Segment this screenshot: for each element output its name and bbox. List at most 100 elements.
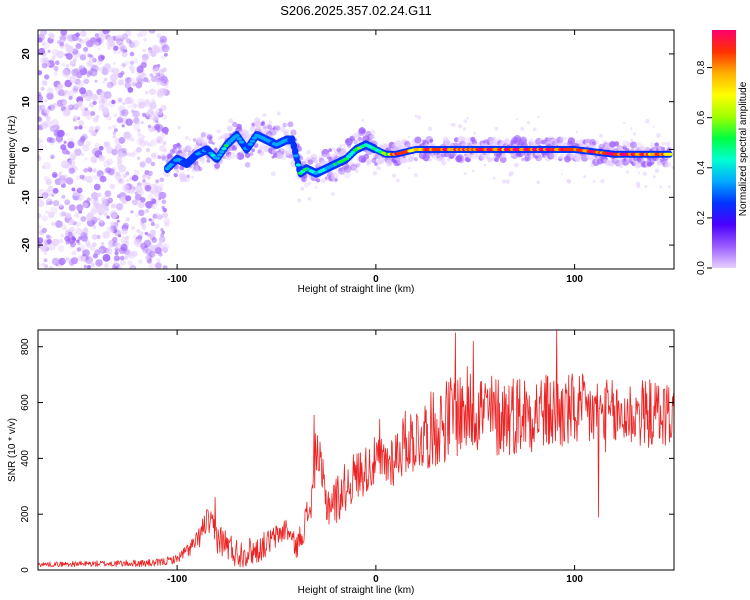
scatter-blob xyxy=(652,125,655,128)
noise-blob xyxy=(102,80,106,84)
noise-blob xyxy=(66,64,70,68)
scatter-blob xyxy=(630,138,634,142)
track-halo xyxy=(494,157,499,163)
noise-blob xyxy=(124,30,132,38)
noise-blob xyxy=(40,242,48,250)
noise-blob xyxy=(138,259,143,265)
noise-blob xyxy=(85,95,92,102)
track-halo xyxy=(343,171,351,179)
noise-blob xyxy=(116,219,120,223)
noise-blob xyxy=(38,229,45,236)
noise-blob xyxy=(117,72,123,79)
track-halo xyxy=(665,141,671,147)
noise-blob xyxy=(56,50,65,59)
noise-blob xyxy=(137,103,143,109)
track-halo xyxy=(199,156,205,162)
noise-blob xyxy=(162,141,167,145)
track-halo xyxy=(214,163,221,169)
noise-blob xyxy=(118,98,123,103)
noise-blob xyxy=(137,156,141,160)
noise-blob xyxy=(118,164,127,173)
noise-blob xyxy=(60,160,69,169)
scatter-blob xyxy=(473,131,476,135)
noise-blob xyxy=(148,218,152,222)
noise-blob xyxy=(77,139,85,147)
noise-blob xyxy=(159,144,167,152)
noise-blob xyxy=(107,45,112,51)
scatter-blob xyxy=(546,141,550,145)
noise-blob xyxy=(158,241,163,246)
noise-blob xyxy=(73,58,77,62)
track-halo xyxy=(460,136,469,145)
noise-blob xyxy=(83,78,90,85)
track-halo xyxy=(187,145,192,151)
noise-blob xyxy=(122,184,130,192)
noise-blob xyxy=(121,124,125,128)
scatter-blob xyxy=(274,125,278,128)
noise-blob xyxy=(38,224,43,230)
noise-blob xyxy=(159,177,165,183)
noise-blob xyxy=(148,251,156,258)
track-halo xyxy=(254,120,262,128)
noise-blob xyxy=(85,256,93,265)
noise-blob xyxy=(151,152,159,160)
track-core xyxy=(236,137,242,141)
noise-blob xyxy=(61,211,67,217)
noise-blob xyxy=(127,105,131,109)
noise-blob xyxy=(82,249,90,257)
scatter-blob xyxy=(566,179,572,184)
track-halo xyxy=(607,159,616,167)
scatter-blob xyxy=(600,179,605,184)
noise-blob xyxy=(138,209,145,217)
noise-blob xyxy=(149,73,154,77)
track-halo xyxy=(211,141,215,145)
noise-blob xyxy=(67,90,75,98)
noise-blob xyxy=(141,134,145,139)
spectrogram-xlabel: Height of straight line (km) xyxy=(298,284,415,295)
noise-blob xyxy=(136,121,141,125)
noise-blob xyxy=(94,33,100,38)
noise-blob xyxy=(158,197,162,201)
noise-blob xyxy=(153,64,158,70)
noise-blob xyxy=(130,210,134,214)
scatter-blob xyxy=(414,173,418,178)
noise-blob xyxy=(161,230,165,235)
noise-blob xyxy=(104,141,111,147)
track-halo xyxy=(338,144,343,148)
track-core xyxy=(219,150,225,154)
scatter-blob xyxy=(638,171,641,175)
noise-blob xyxy=(75,175,81,181)
noise-blob xyxy=(156,72,161,77)
noise-blob xyxy=(160,153,167,160)
scatter-blob xyxy=(235,154,239,158)
noise-blob xyxy=(144,247,149,252)
noise-blob xyxy=(82,202,89,208)
track-halo xyxy=(179,175,187,183)
noise-blob xyxy=(59,212,64,217)
noise-blob xyxy=(79,174,85,180)
scatter-blob xyxy=(564,137,568,140)
noise-blob xyxy=(107,197,113,204)
noise-blob xyxy=(67,159,76,168)
scatter-blob xyxy=(619,161,623,166)
noise-blob xyxy=(122,222,129,229)
scatter-blob xyxy=(494,126,499,131)
scatter-blob xyxy=(376,165,381,171)
noise-blob xyxy=(83,51,88,56)
noise-blob xyxy=(119,45,128,54)
noise-blob xyxy=(70,241,76,248)
noise-blob xyxy=(147,124,152,128)
noise-blob xyxy=(97,217,101,221)
noise-blob xyxy=(112,81,117,86)
noise-blob xyxy=(40,86,45,92)
noise-blob xyxy=(154,66,159,71)
track-halo xyxy=(244,162,251,168)
track-halo xyxy=(219,160,223,165)
colorbar-tick-label: 0.0 xyxy=(696,261,707,275)
colorbar-tick-label: 0.2 xyxy=(696,211,707,225)
noise-blob xyxy=(93,175,99,180)
noise-blob xyxy=(45,210,50,215)
noise-blob xyxy=(61,69,70,78)
noise-blob xyxy=(112,124,117,129)
